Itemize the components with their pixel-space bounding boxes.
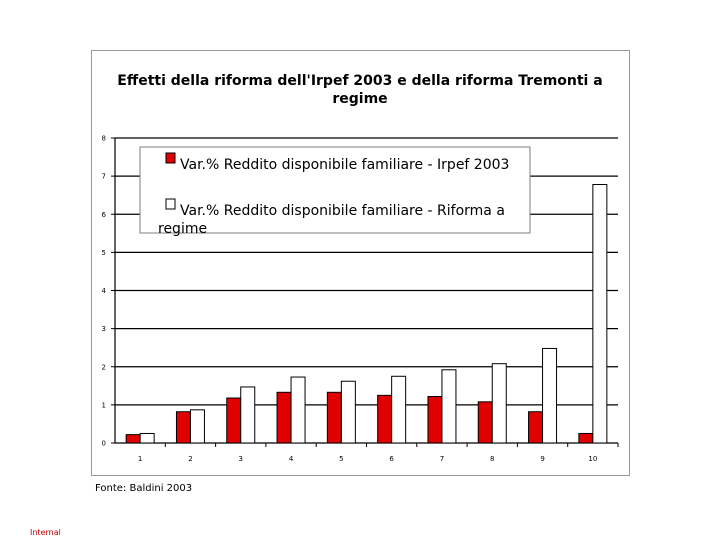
x-tick-label-3: 3: [239, 455, 243, 463]
bar-series1-cat10: [578, 432, 594, 444]
legend-label-irpef-2003: Var.% Reddito disponibile familiare - Ir…: [180, 157, 509, 173]
legend-swatch-riforma-regime: [165, 198, 176, 210]
y-tick-label-1: 1: [102, 401, 106, 409]
bar-series1-cat5: [326, 391, 342, 444]
x-tick-label-2: 2: [188, 455, 192, 463]
x-tick-label-4: 4: [289, 455, 294, 463]
legend-box: [139, 146, 531, 234]
bar-series2-cat6: [391, 375, 407, 444]
y-tick-label-3: 3: [102, 325, 106, 333]
chart-svg: Effetti della riforma dell'Irpef 2003 e …: [102, 73, 619, 463]
bar-series2-cat10: [592, 184, 608, 444]
bar-series2-cat1: [139, 432, 155, 444]
chart-title-line-1: Effetti della riforma dell'Irpef 2003 e …: [117, 73, 602, 89]
bar-series1-cat9: [528, 411, 544, 444]
bar-series2-cat7: [441, 369, 457, 444]
footer-label: Internal: [30, 528, 61, 537]
bars: [125, 184, 608, 444]
bar-series1-cat7: [427, 395, 443, 444]
x-tick-label-9: 9: [540, 455, 544, 463]
x-tick-label-7: 7: [440, 455, 444, 463]
y-tick-label-6: 6: [102, 211, 107, 219]
x-tick-label-6: 6: [389, 455, 394, 463]
bar-series1-cat4: [276, 391, 292, 444]
legend-label-riforma-regime: Var.% Reddito disponibile familiare - Ri…: [158, 203, 509, 237]
x-tick-labels: 1 2 3 4 5 6 7 8 9 10: [138, 455, 597, 463]
legend: Var.% Reddito disponibile familiare - Ir…: [139, 146, 531, 237]
y-tick-label-0: 0: [102, 440, 106, 448]
y-tick-label-5: 5: [102, 249, 106, 257]
bar-series1-cat8: [477, 401, 493, 444]
bar-series2-cat9: [542, 347, 558, 444]
y-tick-label-2: 2: [102, 363, 106, 371]
chart-title-line-2: regime: [332, 91, 387, 107]
y-tick-label-7: 7: [102, 173, 106, 181]
bar-series2-cat4: [290, 376, 306, 444]
x-tick-label-10: 10: [588, 455, 597, 463]
x-tick-label-8: 8: [490, 455, 494, 463]
bar-series2-cat8: [491, 363, 507, 444]
bar-series1-cat6: [377, 394, 393, 444]
source-note: Fonte: Baldini 2003: [95, 483, 193, 494]
y-tick-labels: 0 1 2 3 4 5 6 7 8: [102, 135, 107, 448]
legend-label-riforma-regime-line-2: regime: [158, 221, 207, 237]
legend-swatch-irpef-2003: [165, 152, 176, 164]
legend-label-riforma-regime-line-1: Var.% Reddito disponibile familiare - Ri…: [180, 203, 505, 219]
bar-series2-cat3: [240, 386, 256, 444]
bar-series1-cat2: [175, 411, 191, 444]
x-tick-label-1: 1: [138, 455, 142, 463]
y-tick-label-4: 4: [102, 287, 107, 295]
x-tick-label-5: 5: [339, 455, 343, 463]
y-tick-label-8: 8: [102, 135, 106, 143]
chart-frame: Effetti della riforma dell'Irpef 2003 e …: [91, 50, 630, 476]
bar-series1-cat3: [226, 397, 242, 444]
bar-series2-cat5: [340, 380, 356, 444]
bar-series2-cat2: [189, 409, 205, 444]
bar-series1-cat1: [125, 434, 141, 444]
